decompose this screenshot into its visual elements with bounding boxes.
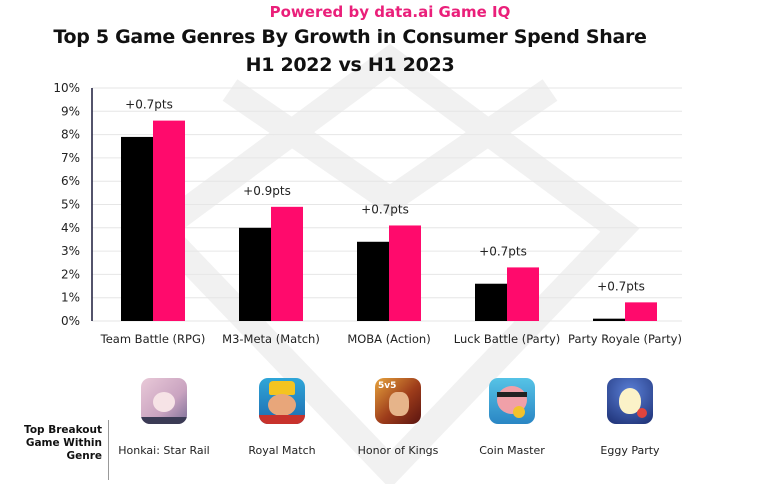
breakout-label-line: Top Breakout — [24, 424, 102, 436]
x-tick-label: Party Royale (Party) — [568, 332, 682, 346]
game-name: Royal Match — [248, 444, 316, 457]
y-tick-label: 8% — [61, 128, 80, 142]
y-tick-label: 4% — [61, 221, 80, 235]
bar-h1-2023 — [625, 302, 657, 321]
bar-h1-2022 — [593, 318, 625, 321]
royal-match-icon — [259, 378, 305, 424]
bar-h1-2022 — [239, 227, 271, 321]
breakout-game: Honkai: Star Rail — [104, 378, 224, 457]
breakout-game: Royal Match — [222, 378, 342, 457]
coin-master-icon — [489, 378, 535, 424]
x-tick-label: M3-Meta (Match) — [222, 332, 320, 346]
breakout-label-line: Game Within — [25, 437, 102, 449]
bar-h1-2022 — [357, 241, 389, 321]
powered-by-label: Powered by data.ai Game IQ — [269, 3, 511, 21]
bar-h1-2022 — [475, 283, 507, 321]
game-name: Eggy Party — [600, 444, 660, 457]
divider — [108, 420, 109, 480]
bar-h1-2023 — [389, 225, 421, 321]
bar-h1-2023 — [153, 120, 185, 322]
y-tick-label: 2% — [61, 267, 80, 281]
y-tick-label: 5% — [61, 198, 80, 212]
chart-title: Top 5 Game Genres By Growth in Consumer … — [53, 26, 647, 48]
growth-annotation: +0.7pts — [479, 244, 527, 258]
x-tick-label: MOBA (Action) — [347, 332, 430, 346]
bar-h1-2023 — [507, 267, 539, 321]
game-name: Honkai: Star Rail — [118, 444, 210, 457]
breakout-game: Eggy Party — [570, 378, 690, 457]
breakout-game: Coin Master — [452, 378, 572, 457]
growth-annotation: +0.7pts — [125, 98, 173, 112]
eggy-party-icon — [607, 378, 653, 424]
bar-h1-2022 — [121, 136, 153, 321]
growth-annotation: +0.7pts — [361, 202, 409, 216]
breakout-label: Top Breakout Game Within Genre — [18, 424, 102, 463]
growth-annotation: +0.9pts — [243, 184, 291, 198]
y-tick-label: 7% — [61, 151, 80, 165]
honor-of-kings-icon: 5v5 — [375, 378, 421, 424]
growth-annotation: +0.7pts — [597, 279, 645, 293]
bar-h1-2023 — [271, 206, 303, 321]
breakout-game: 5v5 Honor of Kings — [338, 378, 458, 457]
game-name: Honor of Kings — [357, 444, 439, 457]
game-name: Coin Master — [479, 444, 545, 457]
y-tick-label: 9% — [61, 104, 80, 118]
x-tick-label: Luck Battle (Party) — [454, 332, 561, 346]
y-tick-label: 1% — [61, 291, 80, 305]
y-tick-label: 3% — [61, 244, 80, 258]
y-tick-label: 6% — [61, 174, 80, 188]
chart-subtitle: H1 2022 vs H1 2023 — [245, 54, 455, 76]
honkai-star-rail-icon — [141, 378, 187, 424]
y-tick-label: 0% — [61, 314, 80, 328]
breakout-label-line: Genre — [66, 450, 102, 462]
x-tick-label: Team Battle (RPG) — [100, 332, 206, 346]
y-tick-label: 10% — [53, 81, 80, 95]
